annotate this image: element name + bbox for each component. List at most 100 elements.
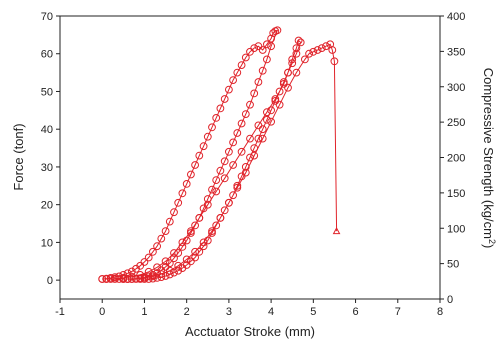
y2-axis-title-superscript: 2 xyxy=(487,239,496,244)
data-point xyxy=(132,274,140,283)
data-point xyxy=(216,214,225,222)
data-point xyxy=(144,272,153,281)
data-point xyxy=(250,44,259,52)
y2-tick-label: 150 xyxy=(447,188,465,200)
data-point xyxy=(284,83,292,92)
data-point xyxy=(178,243,187,251)
data-point xyxy=(178,189,187,198)
x-tick-label: 4 xyxy=(268,306,274,318)
data-point xyxy=(237,119,246,128)
y2-tick-label: 0 xyxy=(447,294,453,306)
data-point xyxy=(199,238,208,247)
data-point xyxy=(271,97,280,105)
data-point xyxy=(233,129,242,137)
data-point xyxy=(322,42,330,51)
x-tick-label: 3 xyxy=(226,306,232,318)
data-point xyxy=(187,170,195,179)
data-point xyxy=(294,36,303,45)
data-point xyxy=(170,268,178,277)
data-point xyxy=(165,266,174,275)
data-point xyxy=(292,68,301,77)
data-point xyxy=(119,275,128,283)
data-point xyxy=(284,68,292,77)
data-point xyxy=(174,249,183,257)
data-point xyxy=(246,134,254,143)
data-point xyxy=(191,221,200,230)
data-point xyxy=(250,144,259,153)
data-point xyxy=(195,151,204,160)
x-tick-label: 0 xyxy=(99,306,105,318)
data-point xyxy=(279,78,288,86)
y2-tick-label: 200 xyxy=(447,153,465,165)
y-axis-title: Force (tonf) xyxy=(11,123,26,190)
data-point xyxy=(208,185,216,194)
data-point xyxy=(161,272,170,280)
data-point xyxy=(149,272,157,281)
data-point xyxy=(182,180,191,188)
y2-tick-label: 300 xyxy=(447,82,465,94)
data-point xyxy=(195,247,204,256)
data-point xyxy=(229,138,238,147)
data-point xyxy=(182,255,191,264)
data-point xyxy=(157,270,166,279)
data-point xyxy=(149,274,157,283)
data-point xyxy=(98,275,107,283)
data-point xyxy=(203,195,212,203)
data-point xyxy=(225,147,233,156)
data-point xyxy=(267,117,276,126)
data-point xyxy=(144,275,153,283)
y-tick-label: 30 xyxy=(41,162,53,174)
y2-tick-label: 350 xyxy=(447,46,465,58)
data-point xyxy=(174,261,183,270)
data-point xyxy=(165,217,174,226)
data-point xyxy=(102,275,111,283)
y2-tick-label: 50 xyxy=(447,259,459,271)
data-point xyxy=(187,227,195,236)
data-point xyxy=(199,242,208,251)
y-tick-label: 20 xyxy=(41,200,53,212)
data-point xyxy=(332,227,341,235)
y2-axis-title-main: Compressive Strength (kg/cm xyxy=(481,68,496,239)
data-point xyxy=(233,68,242,77)
data-point xyxy=(199,142,208,151)
data-point xyxy=(182,236,191,245)
data-point xyxy=(212,221,221,230)
data-point xyxy=(220,157,229,166)
data-point xyxy=(157,273,166,282)
x-tick-label: 6 xyxy=(352,306,358,318)
data-point xyxy=(328,46,337,54)
data-point xyxy=(140,258,149,266)
data-point xyxy=(267,106,276,115)
data-point xyxy=(136,275,145,283)
data-point xyxy=(263,40,271,49)
data-point xyxy=(161,227,170,236)
data-point xyxy=(269,29,278,37)
data-point xyxy=(263,108,271,117)
data-point xyxy=(208,123,216,132)
data-point xyxy=(165,270,174,279)
series-force-curve xyxy=(98,26,341,283)
y-tick-label: 0 xyxy=(47,275,53,287)
data-point xyxy=(178,238,187,247)
data-point xyxy=(292,49,301,58)
data-point xyxy=(258,66,267,75)
data-point xyxy=(258,46,267,54)
data-point xyxy=(237,61,246,69)
data-point xyxy=(288,55,297,64)
x-axis: -1 0 1 2 3 4 5 6 7 8 xyxy=(55,299,443,318)
data-point xyxy=(119,271,128,279)
data-point xyxy=(317,44,326,52)
y-tick-label: 50 xyxy=(41,86,53,98)
data-point xyxy=(195,214,204,222)
data-point xyxy=(229,76,238,84)
y2-axis-title: Compressive Strength (kg/cm2) xyxy=(481,68,496,249)
data-point xyxy=(254,134,263,143)
data-point xyxy=(288,59,297,68)
data-point xyxy=(273,26,282,35)
data-point xyxy=(275,87,284,96)
data-point xyxy=(191,247,200,256)
data-point xyxy=(258,125,267,134)
y-tick-label: 70 xyxy=(41,11,53,23)
data-point xyxy=(127,267,136,276)
data-point xyxy=(233,183,242,192)
